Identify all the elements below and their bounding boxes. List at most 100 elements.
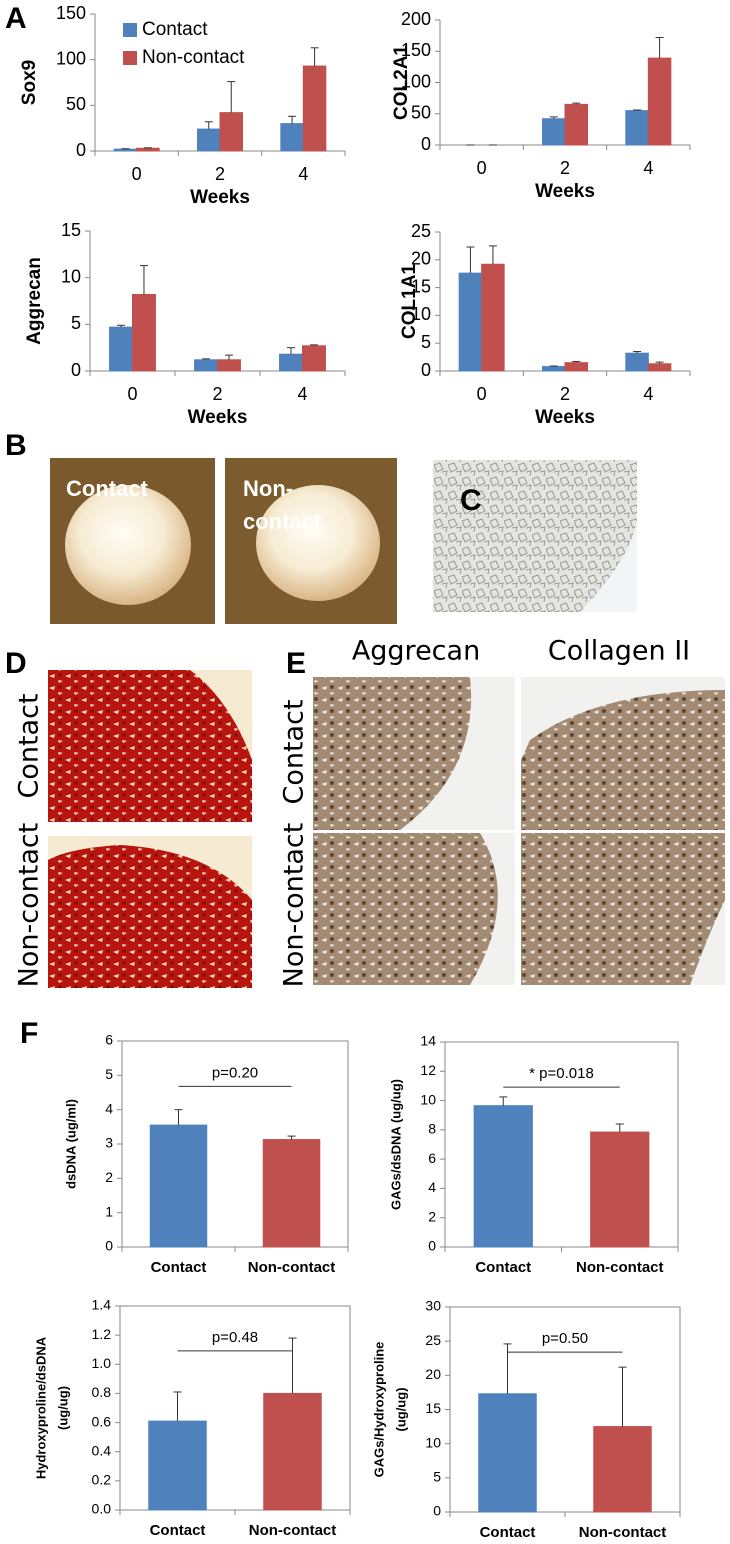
background <box>400 677 515 830</box>
y-tick-label: 0.0 <box>92 1501 112 1517</box>
panel-label: C <box>460 484 482 517</box>
bar <box>113 148 138 152</box>
image-label: contact <box>243 509 322 534</box>
bar <box>478 1393 537 1513</box>
row-label: Contact <box>279 699 310 804</box>
y-tick-label: 15 <box>61 220 81 240</box>
y-tick-label: 0 <box>421 360 431 380</box>
x-tick-label: Contact <box>475 1259 531 1276</box>
x-tick-label: Contact <box>150 1522 206 1539</box>
bar <box>302 65 327 152</box>
bar <box>217 359 241 372</box>
x-tick-label: 2 <box>215 164 225 184</box>
y-axis-label: GAGs/dsDNA (ug/ug) <box>388 1079 403 1210</box>
y-axis-label: dsDNA (ug/ml) <box>63 1099 78 1189</box>
background <box>690 900 725 985</box>
y-tick-label: 5 <box>71 313 81 333</box>
row-label: Non-contact <box>279 823 310 988</box>
y-tick-label: 6 <box>105 1032 113 1048</box>
annotation: p=0.48 <box>212 1329 258 1346</box>
panel-label: D <box>5 647 27 680</box>
panel-c <box>433 460 637 612</box>
y-axis-label: Hydroxyproline/dsDNA <box>33 1336 48 1479</box>
bar <box>302 345 326 372</box>
x-axis-label: Weeks <box>535 407 595 428</box>
bar <box>625 352 649 372</box>
y-tick-label: 1.4 <box>92 1297 112 1313</box>
bar <box>647 57 672 146</box>
x-tick-label: 4 <box>297 384 307 404</box>
bar <box>149 1124 208 1248</box>
y-tick-label: 200 <box>401 9 431 29</box>
y-tick-label: 50 <box>411 103 431 123</box>
row-label: Non-contact <box>14 823 45 988</box>
x-tick-label: 0 <box>477 384 487 404</box>
y-tick-label: 25 <box>411 221 431 241</box>
panel-d: Contact Non-contact <box>14 670 252 988</box>
micrograph <box>521 833 725 985</box>
y-tick-label: 0 <box>428 1238 436 1254</box>
x-axis-label: Weeks <box>190 187 250 208</box>
y-tick-label: 0 <box>421 134 431 154</box>
annotation: p=0.50 <box>542 1330 588 1347</box>
y-tick-label: 14 <box>420 1033 436 1049</box>
y-tick-label: 0.2 <box>92 1472 112 1488</box>
background <box>190 670 252 760</box>
x-tick-label: 2 <box>212 384 222 404</box>
y-axis-label: (ug/ug) <box>55 1386 70 1430</box>
x-tick-label: Non-contact <box>579 1524 667 1541</box>
background <box>580 520 637 612</box>
y-tick-label: 10 <box>61 266 81 286</box>
y-tick-label: 5 <box>421 332 431 352</box>
y-tick-label: 6 <box>428 1150 436 1166</box>
y-tick-label: 0 <box>71 360 81 380</box>
y-axis-label: COL1A1 <box>399 264 420 339</box>
y-tick-label: 100 <box>56 48 86 68</box>
y-tick-label: 3 <box>105 1135 113 1151</box>
y-tick-label: 5 <box>433 1469 441 1485</box>
bar <box>132 293 156 372</box>
bar <box>219 112 243 152</box>
pellet <box>65 485 191 605</box>
y-axis-label: COL2A1 <box>391 45 412 120</box>
y-tick-label: 5 <box>105 1066 113 1082</box>
x-tick-label: Contact <box>480 1524 536 1541</box>
bar <box>564 362 588 372</box>
background <box>470 833 515 985</box>
y-tick-label: 0 <box>105 1238 113 1254</box>
y-tick-label: 12 <box>420 1062 436 1078</box>
x-axis-label: Weeks <box>188 407 248 428</box>
x-tick-label: Contact <box>151 1259 207 1276</box>
y-tick-label: 8 <box>428 1121 436 1137</box>
annotation: * p=0.018 <box>529 1065 594 1082</box>
bar <box>458 272 483 372</box>
panel-label: E <box>286 647 306 680</box>
legend-label: Contact <box>142 19 208 40</box>
bar <box>542 366 566 372</box>
bar <box>280 123 304 152</box>
bar <box>542 118 566 146</box>
y-tick-label: 0.8 <box>92 1384 112 1400</box>
y-tick-label: 100 <box>401 71 431 91</box>
bar <box>279 353 303 372</box>
annotation: p=0.20 <box>212 1064 258 1081</box>
bar <box>481 263 505 372</box>
pellet <box>256 485 380 601</box>
panel-label: B <box>5 429 27 462</box>
x-axis-label: Weeks <box>535 181 595 202</box>
bar <box>593 1426 652 1513</box>
x-tick-label: Non-contact <box>248 1259 336 1276</box>
x-tick-label: 4 <box>643 384 653 404</box>
y-tick-label: 10 <box>411 304 431 324</box>
y-tick-label: 4 <box>428 1179 436 1195</box>
legend-swatch <box>123 51 137 65</box>
y-tick-label: 30 <box>425 1298 441 1314</box>
micrograph <box>313 833 515 985</box>
background <box>48 836 252 900</box>
y-tick-label: 150 <box>401 40 431 60</box>
y-tick-label: 10 <box>420 1091 436 1107</box>
column-label: Collagen II <box>548 636 690 667</box>
panel-label: A <box>5 2 27 35</box>
panel-b: Contact Non- contact <box>50 458 397 624</box>
